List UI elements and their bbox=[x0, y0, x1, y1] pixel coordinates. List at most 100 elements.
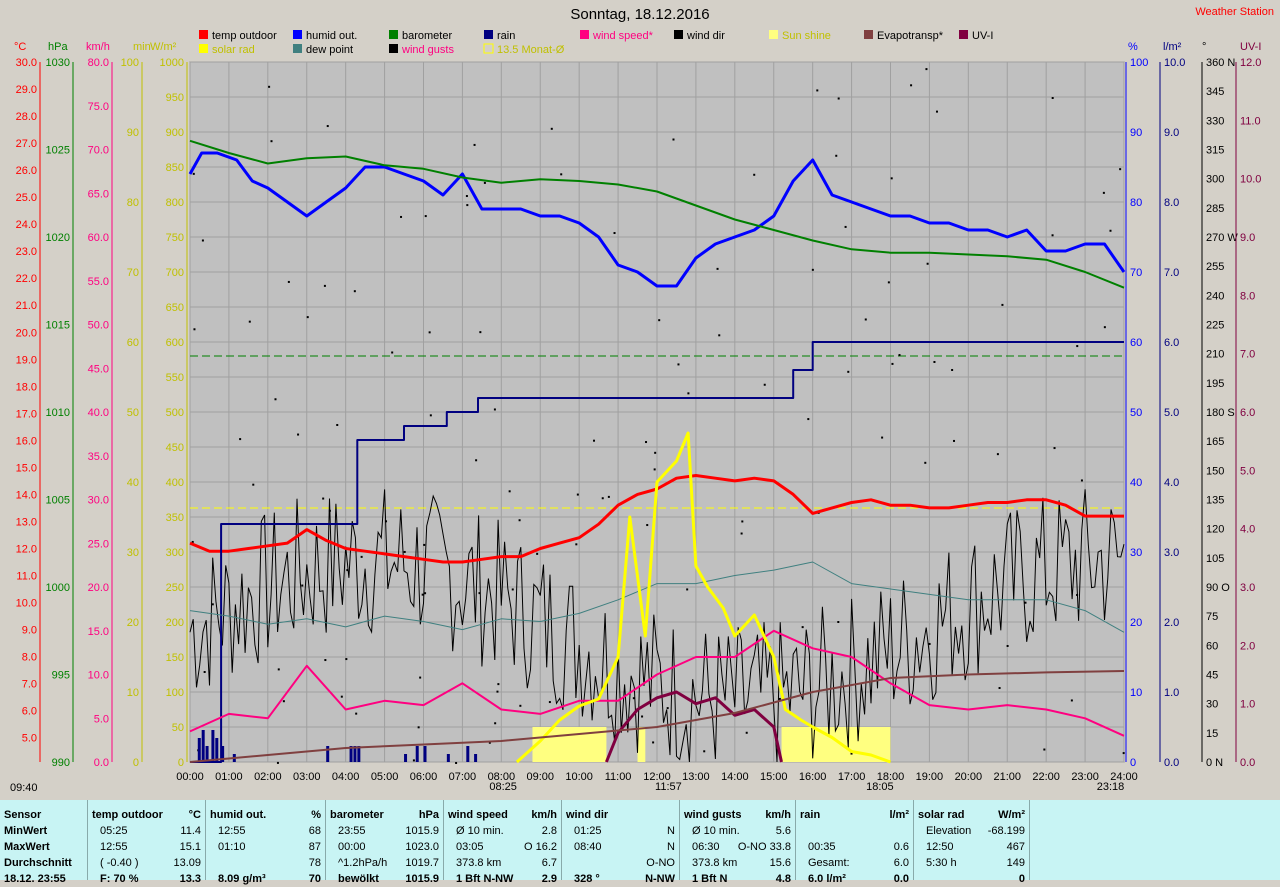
series-line-evapotransp- bbox=[189, 670, 1125, 763]
wind-dir-point bbox=[910, 84, 913, 87]
axis-tick-label: 1015 bbox=[46, 320, 70, 332]
axis-tick-label: 90 bbox=[1130, 127, 1142, 139]
wind-dir-point bbox=[496, 690, 499, 693]
axis-tick-label: 30 bbox=[1130, 547, 1142, 559]
axis-tick-label: 40 bbox=[1130, 477, 1142, 489]
table-column: wind speed km/h Ø 10 min. 2.8 03:05 O 16.2 373… bbox=[444, 800, 562, 885]
wind-dir-point bbox=[996, 453, 999, 456]
rain-bar bbox=[357, 746, 361, 762]
axis-tick-label: 9.0 bbox=[1240, 232, 1255, 244]
axis-tick-label: 400 bbox=[166, 477, 184, 489]
wind-dir-point bbox=[323, 284, 326, 287]
legend-swatch bbox=[199, 30, 208, 39]
x-tick-label: 19:00 bbox=[916, 771, 944, 783]
wind-dir-point bbox=[835, 154, 838, 157]
wind-dir-point bbox=[518, 519, 521, 522]
wind-dir-point bbox=[465, 195, 468, 198]
axis-tick-label: 60 bbox=[1130, 337, 1142, 349]
axis-tick-label: 990 bbox=[52, 757, 70, 769]
axis-tick-label: 1000 bbox=[46, 582, 70, 594]
rain-bar bbox=[349, 746, 353, 762]
table-cell: 01:25 N bbox=[574, 825, 675, 837]
axis-unit-label: % bbox=[1128, 41, 1138, 53]
axis-tick-label: 360 N bbox=[1206, 57, 1235, 69]
legend-swatch bbox=[389, 44, 398, 53]
axis-tick-label: 300 bbox=[166, 547, 184, 559]
x-tick-label: 24:00 bbox=[1110, 771, 1138, 783]
rain-bar bbox=[415, 746, 419, 762]
wind-dir-point bbox=[201, 239, 204, 242]
axis-tick-label: 1.0 bbox=[1240, 699, 1255, 711]
axis-tick-label: 19.0 bbox=[16, 354, 37, 366]
wind-dir-point bbox=[1051, 234, 1054, 237]
legend-label: barometer bbox=[402, 30, 452, 42]
axis-tick-label: 15.0 bbox=[88, 626, 109, 638]
x-tick-label: 09:00 bbox=[526, 771, 554, 783]
axis-unit-label: l/m² bbox=[1163, 41, 1182, 53]
axis-tick-label: 30 bbox=[1206, 699, 1218, 711]
wind-dir-point bbox=[1070, 699, 1073, 702]
axis-tick-label: 50 bbox=[127, 407, 139, 419]
wind-dir-point bbox=[560, 173, 563, 176]
x-tick-label: 18:00 bbox=[877, 771, 905, 783]
axis-tick-label: 75 bbox=[1206, 611, 1218, 623]
legend-label: 13.5 Monat-Ø bbox=[497, 44, 565, 56]
wind-dir-point bbox=[740, 532, 743, 535]
wind-dir-point bbox=[355, 712, 358, 715]
wind-dir-point bbox=[953, 439, 956, 442]
wind-dir-point bbox=[998, 687, 1001, 690]
axis-tick-label: 270 W bbox=[1206, 232, 1238, 244]
wind-dir-point bbox=[1109, 229, 1112, 232]
table-column: rain l/m² 00:35 0.6 Gesamt: 6.0 6.0 l/m² 0.0 bbox=[796, 800, 914, 885]
wind-dir-point bbox=[412, 759, 415, 762]
series-line-rain bbox=[190, 341, 1124, 763]
legend-label: solar rad bbox=[212, 44, 255, 56]
wind-dir-point bbox=[847, 370, 850, 373]
table-cell: 373.8 km 15.6 bbox=[692, 857, 791, 869]
axis-tick-label: 24.0 bbox=[16, 219, 37, 231]
legend-label: wind speed* bbox=[592, 30, 654, 42]
axis-tick-label: 2.0 bbox=[1164, 617, 1179, 629]
axis-tick-label: 7.0 bbox=[1164, 267, 1179, 279]
wind-dir-point bbox=[844, 225, 847, 228]
axis-tick-label: 45.0 bbox=[88, 363, 109, 375]
wind-dir-point bbox=[576, 493, 579, 496]
axis-unit-label: °C bbox=[14, 41, 26, 53]
legend-label: Evapotransp* bbox=[877, 30, 944, 42]
axis-tick-label: 70 bbox=[127, 267, 139, 279]
wind-dir-point bbox=[837, 97, 840, 100]
axis-tick-label: 330 bbox=[1206, 115, 1224, 127]
table-cell: O-NO bbox=[646, 857, 675, 869]
wind-dir-point bbox=[277, 668, 280, 671]
table-column: wind gusts km/h Ø 10 min. 5.6 06:30 O-NO 33.8… bbox=[680, 800, 796, 885]
wind-dir-point bbox=[1102, 191, 1105, 194]
wind-dir-point bbox=[778, 697, 781, 700]
axis-tick-label: 100 bbox=[166, 687, 184, 699]
wind-dir-point bbox=[881, 436, 884, 439]
wind-dir-point bbox=[193, 328, 196, 331]
legend-swatch bbox=[483, 43, 494, 54]
chart-title: Sonntag, 18.12.2016 bbox=[570, 6, 710, 23]
wind-dir-point bbox=[718, 334, 721, 337]
wind-dir-point bbox=[687, 392, 690, 395]
wind-dir-point bbox=[745, 731, 748, 734]
moon-label: 23:18 bbox=[1097, 781, 1125, 793]
wind-dir-point bbox=[270, 140, 273, 143]
x-tick-label: 21:00 bbox=[993, 771, 1021, 783]
wind-dir-point bbox=[1076, 593, 1079, 596]
axis-tick-label: 6.0 bbox=[1164, 337, 1179, 349]
wind-dir-point bbox=[192, 172, 195, 175]
table-column-header: wind dir bbox=[566, 809, 609, 821]
wind-dir-point bbox=[850, 752, 853, 755]
legend-label: temp outdoor bbox=[212, 30, 277, 42]
wind-dir-point bbox=[890, 177, 893, 180]
axis-tick-label: 6.0 bbox=[22, 706, 37, 718]
table-row-labels: Sensor MinWert MaxWert Durchschnitt 18.12. 2… bbox=[0, 800, 88, 885]
weather-chart: temp outdoor humid out. barometer rain wind … bbox=[14, 30, 1261, 793]
rain-bar bbox=[201, 730, 205, 762]
axis-tick-label: 120 bbox=[1206, 524, 1224, 536]
table-cell: 01:10 87 bbox=[218, 841, 321, 853]
axis-tick-label: 80 bbox=[127, 197, 139, 209]
wind-dir-point bbox=[274, 398, 277, 401]
wind-dir-point bbox=[475, 459, 478, 462]
